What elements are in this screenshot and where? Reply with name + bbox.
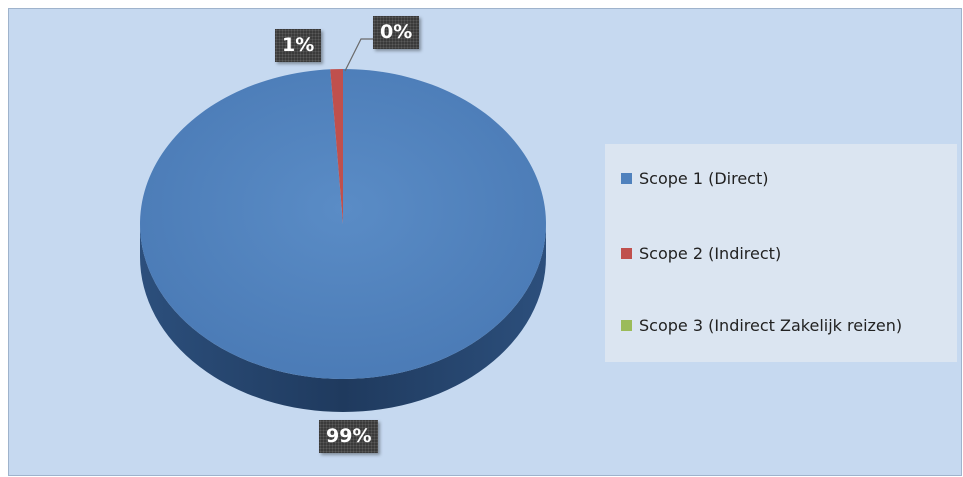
legend: Scope 1 (Direct) Scope 2 (Indirect) Scop… — [605, 144, 957, 362]
pie-top-face — [140, 69, 547, 379]
pie-side-wall — [140, 224, 546, 412]
pie-slice-2 — [330, 69, 343, 224]
legend-swatch-icon — [621, 248, 632, 259]
legend-label: Scope 2 (Indirect) — [639, 244, 782, 263]
legend-item-scope-3: Scope 3 (Indirect Zakelijk reizen) — [621, 316, 902, 335]
leader-line — [344, 38, 373, 72]
legend-label: Scope 3 (Indirect Zakelijk reizen) — [639, 316, 903, 335]
legend-swatch-icon — [621, 173, 632, 184]
legend-label: Scope 1 (Direct) — [639, 169, 769, 188]
legend-swatch-icon — [621, 320, 632, 331]
legend-item-scope-1: Scope 1 (Direct) — [621, 169, 768, 188]
pie-chart — [140, 38, 547, 412]
data-label-scope-2: 1% — [275, 29, 322, 62]
legend-item-scope-2: Scope 2 (Indirect) — [621, 244, 781, 263]
pie-side-wall-shape — [140, 224, 546, 412]
pie-slice-1 — [140, 69, 547, 379]
chart-area: 99% 1% 0% Scope 1 (Direct) Scope 2 (Indi… — [8, 8, 962, 476]
data-label-scope-3: 0% — [373, 16, 420, 49]
data-label-scope-1: 99% — [319, 420, 379, 453]
